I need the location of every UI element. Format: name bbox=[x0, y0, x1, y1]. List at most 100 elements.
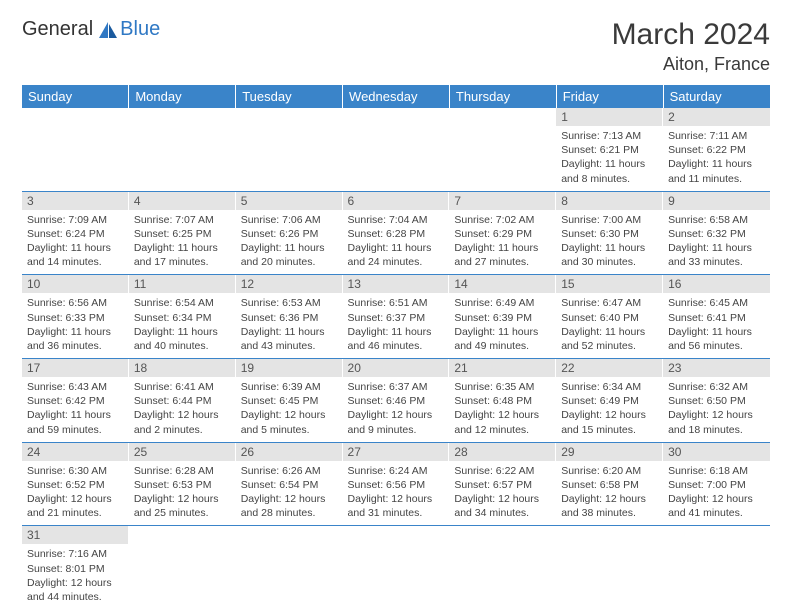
day-number: 15 bbox=[556, 275, 663, 293]
empty-cell bbox=[129, 108, 236, 191]
day-number: 13 bbox=[343, 275, 450, 293]
day-cell: 4Sunrise: 7:07 AMSunset: 6:25 PMDaylight… bbox=[129, 191, 236, 275]
day-cell: 23Sunrise: 6:32 AMSunset: 6:50 PMDayligh… bbox=[663, 359, 770, 443]
day-content: Sunrise: 7:09 AMSunset: 6:24 PMDaylight:… bbox=[22, 210, 129, 275]
day-number: 16 bbox=[663, 275, 770, 293]
location: Aiton, France bbox=[612, 54, 770, 75]
day-number: 2 bbox=[663, 108, 770, 126]
day-content: Sunrise: 6:56 AMSunset: 6:33 PMDaylight:… bbox=[22, 293, 129, 358]
day-content: Sunrise: 7:00 AMSunset: 6:30 PMDaylight:… bbox=[556, 210, 663, 275]
sail-icon bbox=[97, 20, 119, 40]
day-cell: 16Sunrise: 6:45 AMSunset: 6:41 PMDayligh… bbox=[663, 275, 770, 359]
logo-text-2: Blue bbox=[120, 18, 160, 41]
day-cell: 25Sunrise: 6:28 AMSunset: 6:53 PMDayligh… bbox=[129, 442, 236, 526]
calendar-row: 17Sunrise: 6:43 AMSunset: 6:42 PMDayligh… bbox=[22, 359, 770, 443]
day-cell: 29Sunrise: 6:20 AMSunset: 6:58 PMDayligh… bbox=[556, 442, 663, 526]
day-cell: 27Sunrise: 6:24 AMSunset: 6:56 PMDayligh… bbox=[343, 442, 450, 526]
day-content: Sunrise: 7:02 AMSunset: 6:29 PMDaylight:… bbox=[449, 210, 556, 275]
day-number: 28 bbox=[449, 443, 556, 461]
day-cell: 3Sunrise: 7:09 AMSunset: 6:24 PMDaylight… bbox=[22, 191, 129, 275]
day-number: 23 bbox=[663, 359, 770, 377]
day-cell: 13Sunrise: 6:51 AMSunset: 6:37 PMDayligh… bbox=[343, 275, 450, 359]
day-cell: 20Sunrise: 6:37 AMSunset: 6:46 PMDayligh… bbox=[343, 359, 450, 443]
day-number: 21 bbox=[449, 359, 556, 377]
day-cell: 17Sunrise: 6:43 AMSunset: 6:42 PMDayligh… bbox=[22, 359, 129, 443]
day-content: Sunrise: 6:24 AMSunset: 6:56 PMDaylight:… bbox=[343, 461, 450, 526]
day-number: 22 bbox=[556, 359, 663, 377]
day-content: Sunrise: 6:26 AMSunset: 6:54 PMDaylight:… bbox=[236, 461, 343, 526]
day-content: Sunrise: 6:37 AMSunset: 6:46 PMDaylight:… bbox=[343, 377, 450, 442]
day-number: 10 bbox=[22, 275, 129, 293]
day-number: 14 bbox=[449, 275, 556, 293]
calendar-row: 31Sunrise: 7:16 AMSunset: 8:01 PMDayligh… bbox=[22, 526, 770, 609]
day-content: Sunrise: 6:47 AMSunset: 6:40 PMDaylight:… bbox=[556, 293, 663, 358]
day-content: Sunrise: 6:51 AMSunset: 6:37 PMDaylight:… bbox=[343, 293, 450, 358]
empty-cell bbox=[343, 526, 450, 609]
logo: General Blue bbox=[22, 18, 160, 41]
day-number: 25 bbox=[129, 443, 236, 461]
logo-text-1: General bbox=[22, 18, 93, 41]
calendar-row: 10Sunrise: 6:56 AMSunset: 6:33 PMDayligh… bbox=[22, 275, 770, 359]
day-cell: 7Sunrise: 7:02 AMSunset: 6:29 PMDaylight… bbox=[449, 191, 556, 275]
day-number: 19 bbox=[236, 359, 343, 377]
empty-cell bbox=[343, 108, 450, 191]
day-header: Friday bbox=[556, 85, 663, 108]
day-content: Sunrise: 6:34 AMSunset: 6:49 PMDaylight:… bbox=[556, 377, 663, 442]
day-cell: 18Sunrise: 6:41 AMSunset: 6:44 PMDayligh… bbox=[129, 359, 236, 443]
day-number: 11 bbox=[129, 275, 236, 293]
day-cell: 15Sunrise: 6:47 AMSunset: 6:40 PMDayligh… bbox=[556, 275, 663, 359]
day-number: 9 bbox=[663, 192, 770, 210]
calendar-row: 24Sunrise: 6:30 AMSunset: 6:52 PMDayligh… bbox=[22, 442, 770, 526]
header: General Blue March 2024 Aiton, France bbox=[22, 18, 770, 75]
day-number: 20 bbox=[343, 359, 450, 377]
day-cell: 5Sunrise: 7:06 AMSunset: 6:26 PMDaylight… bbox=[236, 191, 343, 275]
day-cell: 31Sunrise: 7:16 AMSunset: 8:01 PMDayligh… bbox=[22, 526, 129, 609]
empty-cell bbox=[449, 108, 556, 191]
day-header: Sunday bbox=[22, 85, 129, 108]
day-content: Sunrise: 6:49 AMSunset: 6:39 PMDaylight:… bbox=[449, 293, 556, 358]
day-number: 18 bbox=[129, 359, 236, 377]
day-cell: 8Sunrise: 7:00 AMSunset: 6:30 PMDaylight… bbox=[556, 191, 663, 275]
day-content: Sunrise: 6:45 AMSunset: 6:41 PMDaylight:… bbox=[663, 293, 770, 358]
day-number: 29 bbox=[556, 443, 663, 461]
day-cell: 1Sunrise: 7:13 AMSunset: 6:21 PMDaylight… bbox=[556, 108, 663, 191]
empty-cell bbox=[22, 108, 129, 191]
day-content: Sunrise: 7:06 AMSunset: 6:26 PMDaylight:… bbox=[236, 210, 343, 275]
day-number: 5 bbox=[236, 192, 343, 210]
day-header: Tuesday bbox=[236, 85, 343, 108]
day-number: 12 bbox=[236, 275, 343, 293]
day-cell: 6Sunrise: 7:04 AMSunset: 6:28 PMDaylight… bbox=[343, 191, 450, 275]
day-number: 3 bbox=[22, 192, 129, 210]
day-cell: 24Sunrise: 6:30 AMSunset: 6:52 PMDayligh… bbox=[22, 442, 129, 526]
day-content: Sunrise: 6:43 AMSunset: 6:42 PMDaylight:… bbox=[22, 377, 129, 442]
day-content: Sunrise: 6:30 AMSunset: 6:52 PMDaylight:… bbox=[22, 461, 129, 526]
calendar-table: SundayMondayTuesdayWednesdayThursdayFrid… bbox=[22, 85, 770, 609]
day-number: 6 bbox=[343, 192, 450, 210]
day-number: 1 bbox=[556, 108, 663, 126]
title-block: March 2024 Aiton, France bbox=[612, 18, 770, 75]
calendar-row: 1Sunrise: 7:13 AMSunset: 6:21 PMDaylight… bbox=[22, 108, 770, 191]
day-cell: 12Sunrise: 6:53 AMSunset: 6:36 PMDayligh… bbox=[236, 275, 343, 359]
day-number: 26 bbox=[236, 443, 343, 461]
day-content: Sunrise: 7:07 AMSunset: 6:25 PMDaylight:… bbox=[129, 210, 236, 275]
day-cell: 22Sunrise: 6:34 AMSunset: 6:49 PMDayligh… bbox=[556, 359, 663, 443]
day-content: Sunrise: 6:20 AMSunset: 6:58 PMDaylight:… bbox=[556, 461, 663, 526]
day-number: 31 bbox=[22, 526, 129, 544]
empty-cell bbox=[663, 526, 770, 609]
day-cell: 14Sunrise: 6:49 AMSunset: 6:39 PMDayligh… bbox=[449, 275, 556, 359]
day-header: Wednesday bbox=[343, 85, 450, 108]
day-content: Sunrise: 6:39 AMSunset: 6:45 PMDaylight:… bbox=[236, 377, 343, 442]
day-content: Sunrise: 7:04 AMSunset: 6:28 PMDaylight:… bbox=[343, 210, 450, 275]
empty-cell bbox=[449, 526, 556, 609]
day-number: 27 bbox=[343, 443, 450, 461]
month-title: March 2024 bbox=[612, 18, 770, 52]
empty-cell bbox=[129, 526, 236, 609]
day-content: Sunrise: 6:53 AMSunset: 6:36 PMDaylight:… bbox=[236, 293, 343, 358]
day-cell: 21Sunrise: 6:35 AMSunset: 6:48 PMDayligh… bbox=[449, 359, 556, 443]
day-cell: 26Sunrise: 6:26 AMSunset: 6:54 PMDayligh… bbox=[236, 442, 343, 526]
day-content: Sunrise: 7:11 AMSunset: 6:22 PMDaylight:… bbox=[663, 126, 770, 191]
day-number: 17 bbox=[22, 359, 129, 377]
empty-cell bbox=[236, 108, 343, 191]
day-content: Sunrise: 6:28 AMSunset: 6:53 PMDaylight:… bbox=[129, 461, 236, 526]
calendar-body: 1Sunrise: 7:13 AMSunset: 6:21 PMDaylight… bbox=[22, 108, 770, 609]
